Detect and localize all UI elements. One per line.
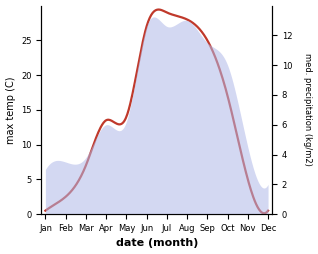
Y-axis label: max temp (C): max temp (C) (5, 76, 16, 144)
Y-axis label: med. precipitation (kg/m2): med. precipitation (kg/m2) (303, 53, 313, 166)
X-axis label: date (month): date (month) (115, 239, 198, 248)
